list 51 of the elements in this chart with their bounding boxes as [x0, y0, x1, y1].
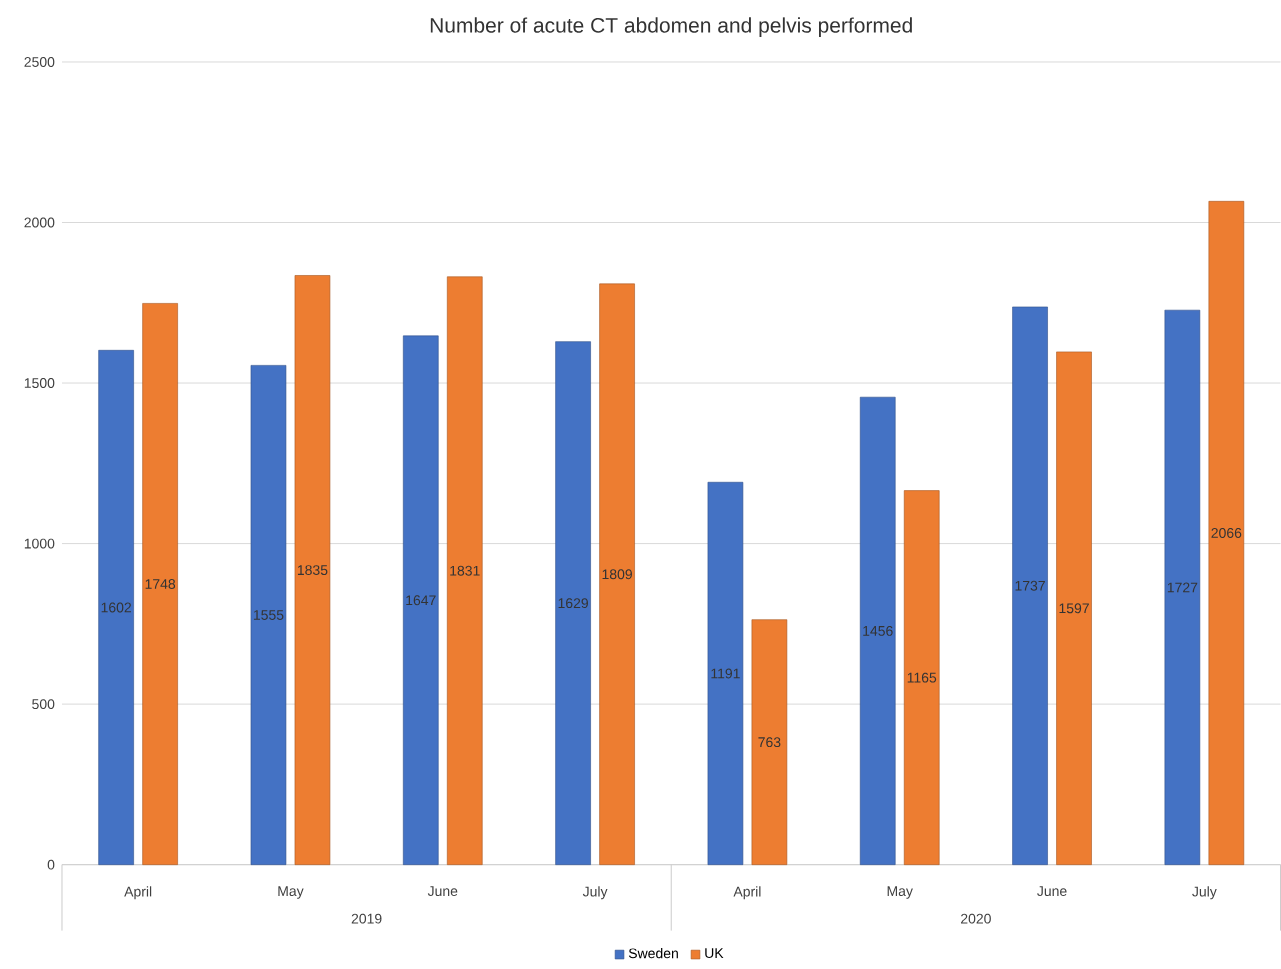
bar — [555, 341, 591, 865]
data-label: 1555 — [253, 610, 284, 620]
data-label: 1602 — [101, 602, 132, 613]
x-tick-label: April — [733, 886, 761, 900]
y-tick-label: 0 — [47, 859, 55, 870]
bar — [402, 335, 439, 865]
y-tick-label: 1000 — [24, 538, 55, 549]
y-tick-label: 2000 — [24, 217, 55, 228]
data-label: 1165 — [907, 672, 937, 683]
text: 2019 — [351, 913, 382, 924]
data-label: 1456 — [863, 625, 893, 636]
bar — [751, 619, 788, 865]
bar — [707, 481, 744, 865]
x-tick-label: June — [1037, 886, 1067, 896]
x-tick-label: July — [582, 886, 608, 900]
text: 2020 — [961, 913, 991, 924]
bar — [294, 275, 331, 865]
bar — [142, 303, 178, 865]
legend-label: UK — [705, 948, 724, 958]
y-tick-label: 500 — [32, 699, 55, 709]
data-label: 763 — [758, 737, 781, 748]
bar — [1208, 200, 1245, 865]
x-tick-label: May — [887, 886, 913, 899]
data-label: 1835 — [297, 565, 328, 575]
data-label: 1647 — [406, 595, 436, 606]
bar — [599, 283, 635, 865]
x-tick-label: May — [278, 886, 304, 899]
bar — [859, 396, 896, 865]
data-label: 1748 — [145, 579, 176, 589]
data-label: 1629 — [558, 598, 588, 609]
bar — [250, 365, 287, 865]
data-label: 1597 — [1059, 603, 1089, 614]
chart-title: Number of acute CT abdomen and pelvis performed — [430, 17, 912, 37]
data-label: 2066 — [1211, 527, 1242, 538]
y-tick-label: 2500 — [24, 56, 55, 67]
data-label: 1831 — [450, 565, 480, 576]
data-label: 1191 — [711, 668, 740, 679]
y-tick-label: 1500 — [24, 378, 55, 388]
x-tick-label: July — [1192, 886, 1217, 900]
bar — [903, 490, 940, 865]
bar — [1012, 306, 1048, 865]
bar — [98, 349, 134, 865]
data-label: 1737 — [1015, 580, 1045, 591]
data-label: 1809 — [602, 569, 632, 580]
legend-label: Sweden — [628, 947, 678, 959]
bar — [1164, 309, 1201, 865]
bar — [1056, 351, 1092, 865]
x-tick-label: June — [427, 886, 458, 896]
bar — [446, 276, 483, 865]
x-tick-label: April — [124, 886, 152, 900]
data-label: 1727 — [1167, 582, 1198, 593]
